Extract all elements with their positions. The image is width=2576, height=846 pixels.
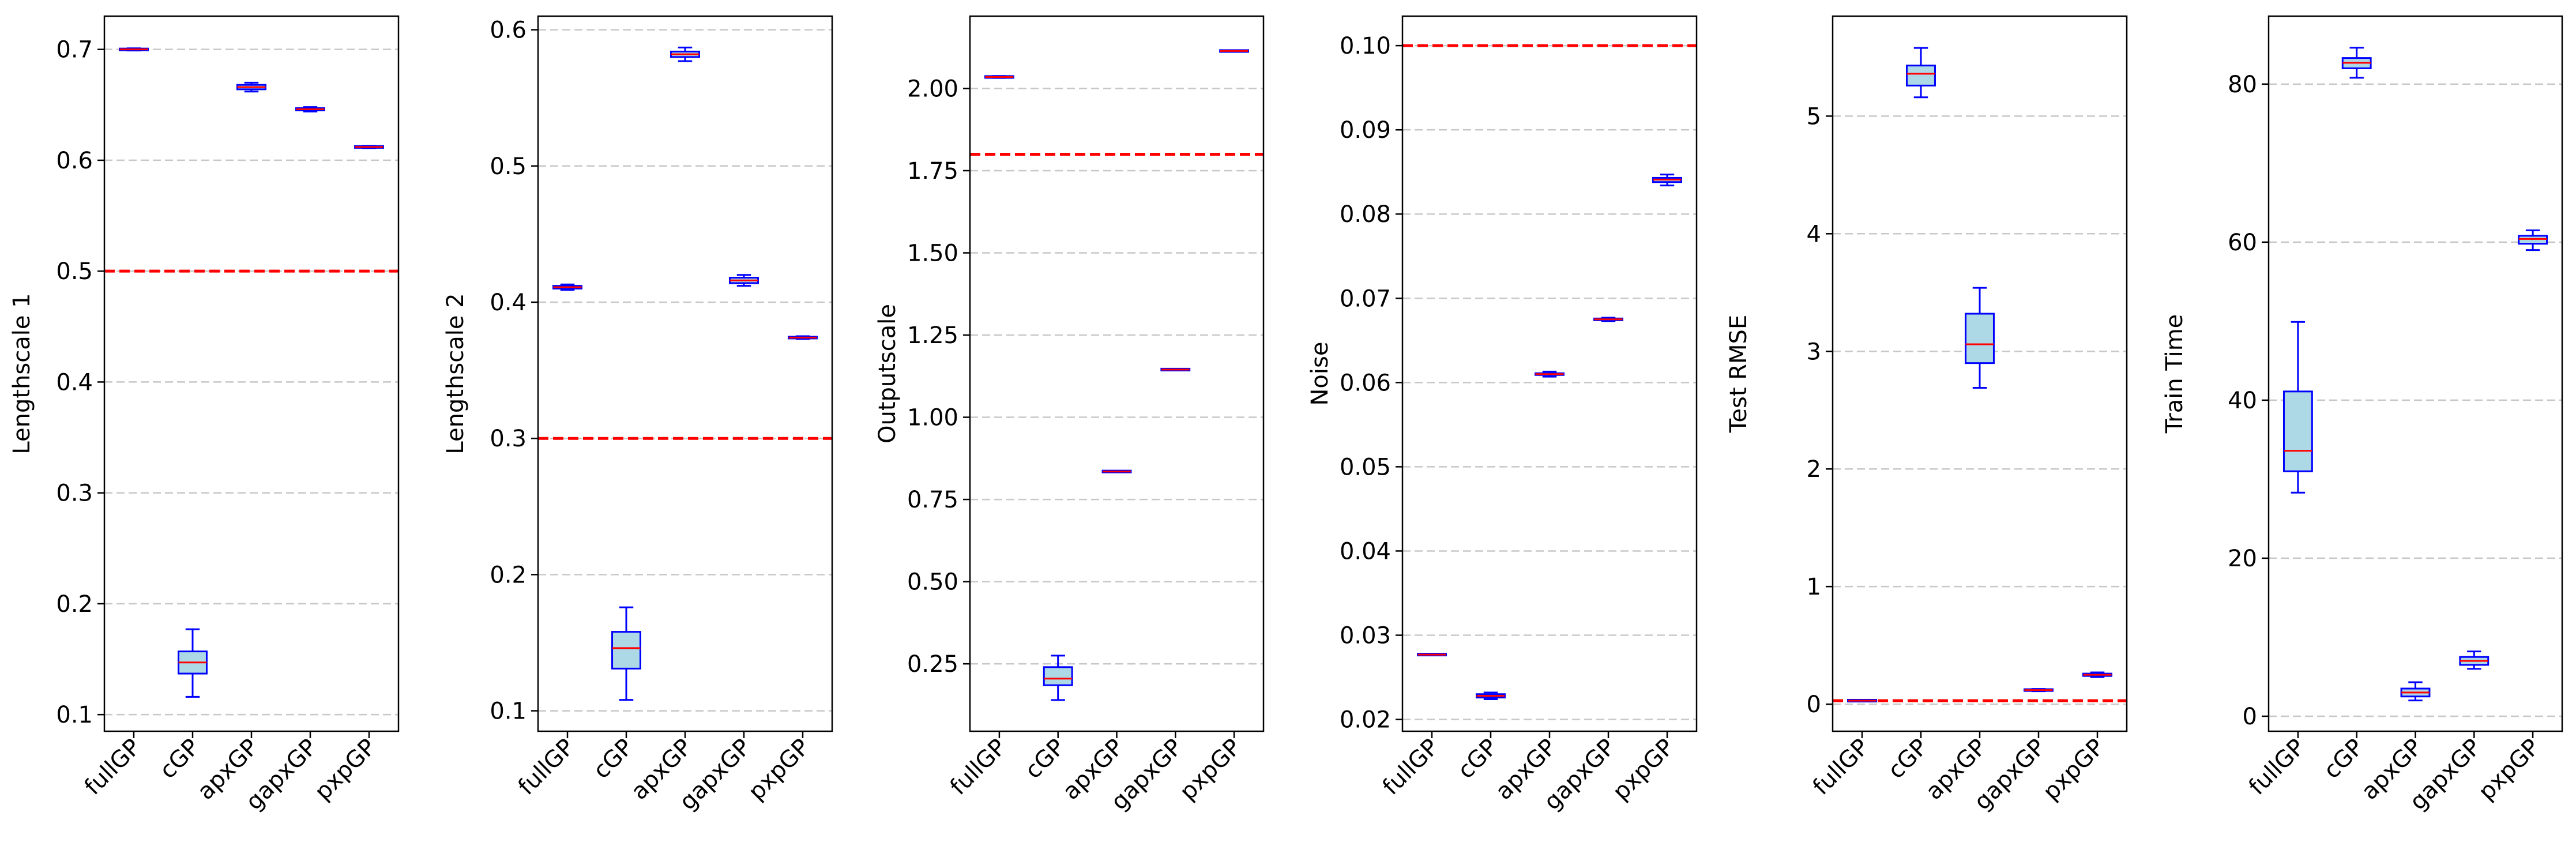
y-tick-label: 0.5 — [490, 153, 527, 180]
y-tick-label: 0.02 — [1340, 707, 1391, 734]
box-gapxGP — [2459, 651, 2489, 670]
box-cGP — [1476, 691, 1506, 700]
box-fullGP — [1417, 653, 1447, 657]
box-apxGP — [1535, 370, 1565, 378]
y-tick-label: 2 — [1807, 456, 1821, 483]
y-tick-label: 0.08 — [1340, 201, 1391, 228]
y-axis-label: Outputscale — [874, 304, 901, 443]
y-tick-label: 0.1 — [490, 698, 527, 725]
box-gapxGP — [729, 274, 759, 287]
box-cGP — [178, 628, 208, 698]
y-axis-label: Lengthscale 1 — [9, 293, 35, 454]
y-tick-label: 0.07 — [1340, 285, 1391, 312]
box-body — [1965, 313, 1995, 364]
y-tick-label: 0.75 — [907, 487, 958, 513]
y-tick-label: 0.50 — [907, 569, 958, 596]
box-pxpGP — [788, 335, 818, 340]
y-axis-label: Noise — [1307, 342, 1333, 406]
box-pxpGP — [1652, 174, 1682, 187]
box-body — [611, 631, 641, 670]
y-tick-label: 0.3 — [56, 480, 93, 507]
axes-frame — [1832, 15, 2128, 732]
box-body — [2282, 390, 2313, 472]
box-gapxGP — [1160, 367, 1191, 371]
y-tick-label: 4 — [1807, 221, 1821, 247]
y-tick-label: 0.10 — [1340, 33, 1391, 59]
y-axis-label: Train Time — [2161, 314, 2188, 434]
y-tick-label: 0.05 — [1340, 454, 1391, 480]
y-tick-label: 0.4 — [56, 369, 93, 396]
box-body — [1906, 65, 1936, 87]
box-pxpGP — [354, 145, 384, 149]
box-fullGP — [1847, 698, 1877, 702]
y-tick-label: 1.75 — [907, 158, 958, 185]
box-pxpGP — [2082, 671, 2112, 678]
y-axis-label: Lengthscale 2 — [442, 293, 469, 454]
box-fullGP — [119, 47, 149, 52]
y-tick-label: 0.5 — [56, 258, 93, 285]
y-tick-label: 60 — [2228, 230, 2257, 256]
y-tick-label: 1.50 — [907, 240, 958, 266]
box-pxpGP — [1219, 49, 1250, 53]
axes-frame — [2267, 15, 2563, 732]
y-tick-label: 1 — [1807, 574, 1821, 600]
box-cGP — [2341, 47, 2372, 79]
y-tick-label: 0.6 — [56, 148, 93, 174]
y-tick-label: 0.4 — [490, 289, 527, 316]
y-tick-label: 20 — [2228, 546, 2257, 572]
box-apxGP — [2400, 681, 2431, 702]
box-gapxGP — [1593, 317, 1623, 322]
y-tick-label: 0.04 — [1340, 538, 1391, 565]
box-gapxGP — [2024, 688, 2054, 693]
y-tick-label: 1.00 — [907, 405, 958, 431]
y-tick-label: 0.2 — [490, 562, 527, 588]
y-tick-label: 80 — [2228, 72, 2257, 98]
box-cGP — [611, 606, 641, 701]
y-tick-label: 0 — [1807, 691, 1821, 718]
axes-frame — [969, 15, 1265, 732]
axes-frame — [103, 15, 400, 732]
y-tick-label: 0.3 — [490, 426, 527, 452]
y-tick-label: 40 — [2228, 388, 2257, 414]
box-apxGP — [1965, 287, 1995, 389]
axes-frame — [537, 15, 833, 732]
axes-frame — [1401, 15, 1698, 732]
box-apxGP — [670, 46, 700, 62]
box-fullGP — [552, 283, 582, 291]
y-tick-label: 1.25 — [907, 322, 958, 349]
box-cGP — [1043, 655, 1073, 701]
box-body — [1043, 666, 1073, 686]
box-cGP — [1906, 47, 1936, 99]
box-pxpGP — [2518, 229, 2548, 251]
y-tick-label: 0.6 — [490, 17, 527, 44]
box-apxGP — [236, 81, 266, 93]
box-fullGP — [2282, 321, 2313, 494]
y-tick-label: 0.09 — [1340, 117, 1391, 144]
box-apxGP — [1101, 469, 1132, 473]
y-tick-label: 3 — [1807, 339, 1821, 365]
y-tick-label: 0 — [2243, 704, 2257, 730]
box-fullGP — [984, 75, 1014, 79]
y-tick-label: 0.03 — [1340, 622, 1391, 649]
y-tick-label: 2.00 — [907, 76, 958, 102]
y-tick-label: 0.7 — [56, 37, 93, 63]
y-tick-label: 0.25 — [907, 651, 958, 678]
box-gapxGP — [295, 106, 325, 112]
y-axis-label: Test RMSE — [1725, 315, 1752, 433]
y-tick-label: 0.1 — [56, 702, 93, 728]
y-tick-label: 0.06 — [1340, 370, 1391, 396]
y-tick-label: 0.2 — [56, 591, 93, 618]
y-tick-label: 5 — [1807, 103, 1821, 130]
